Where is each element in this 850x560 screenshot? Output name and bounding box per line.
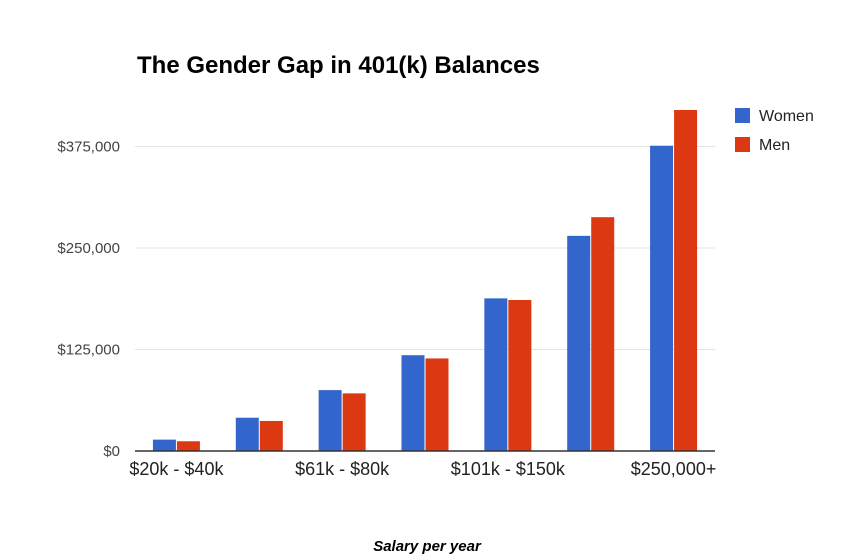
bar-men-0 bbox=[176, 441, 200, 451]
bar-men-5 bbox=[591, 217, 615, 451]
bar-women-1 bbox=[235, 417, 259, 451]
bar-women-2 bbox=[318, 390, 342, 451]
x-tick-label: $101k - $150k bbox=[451, 459, 566, 479]
bar-men-2 bbox=[342, 393, 366, 451]
legend-label-women: Women bbox=[759, 108, 814, 125]
bar-women-0 bbox=[152, 439, 176, 451]
x-axis-ticks: $20k - $40k $61k - $80k $101k - $150k $250,… bbox=[129, 459, 716, 479]
y-axis-ticks: $0 $125,000 $250,000 $375,000 bbox=[57, 139, 120, 460]
y-tick-label: $125,000 bbox=[57, 342, 120, 359]
legend-swatch-women bbox=[735, 108, 750, 123]
bar-men-1 bbox=[259, 420, 283, 451]
x-tick-label: $250,000+ bbox=[631, 459, 717, 479]
bar-women-6 bbox=[650, 145, 674, 451]
y-tick-label: $0 bbox=[103, 443, 120, 460]
bars bbox=[152, 110, 698, 451]
bar-women-4 bbox=[484, 298, 508, 451]
bar-women-5 bbox=[567, 235, 591, 451]
chart-title: The Gender Gap in 401(k) Balances bbox=[137, 52, 540, 79]
y-tick-label: $250,000 bbox=[57, 240, 120, 257]
x-tick-label: $20k - $40k bbox=[129, 459, 224, 479]
x-axis-label: Salary per year bbox=[373, 538, 482, 555]
bar-women-3 bbox=[401, 355, 425, 451]
y-tick-label: $375,000 bbox=[57, 139, 120, 156]
legend-label-men: Men bbox=[759, 137, 790, 154]
grid bbox=[135, 146, 715, 351]
legend: Women Men bbox=[735, 108, 814, 154]
bar-men-3 bbox=[425, 358, 449, 451]
bar-men-6 bbox=[674, 110, 698, 451]
x-tick-label: $61k - $80k bbox=[295, 459, 390, 479]
bar-men-4 bbox=[508, 299, 532, 451]
legend-swatch-men bbox=[735, 137, 750, 152]
